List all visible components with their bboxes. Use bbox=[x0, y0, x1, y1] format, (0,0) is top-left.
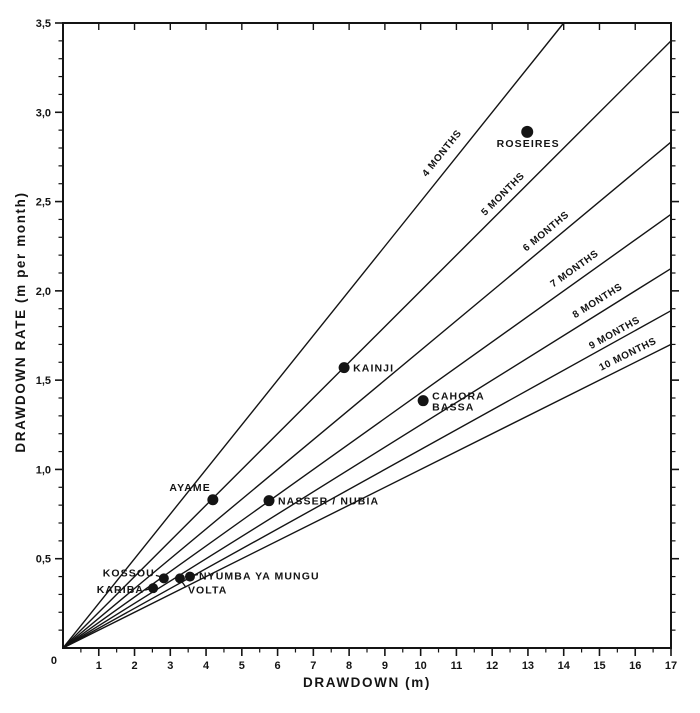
x-tick-label: 15 bbox=[593, 660, 605, 672]
y-tick-label: 0,5 bbox=[36, 554, 51, 566]
data-point-nasser-nubia bbox=[263, 495, 275, 507]
point-label-0-kossou: KOSSOU bbox=[103, 567, 155, 579]
x-tick-label: 4 bbox=[203, 660, 210, 672]
origin-tick-label: 0 bbox=[51, 655, 57, 667]
plot-frame bbox=[62, 22, 672, 649]
data-point-kariba bbox=[148, 583, 159, 594]
x-tick-label: 17 bbox=[665, 660, 677, 672]
x-tick-label: 11 bbox=[451, 660, 463, 672]
x-tick-label: 9 bbox=[382, 660, 388, 672]
point-label-0-kariba: KARIBA bbox=[97, 584, 144, 596]
point-label-0-nyumba-ya-mungu: NYUMBA YA MUNGU bbox=[199, 571, 320, 583]
data-point-ayame bbox=[207, 494, 219, 506]
y-tick-label: 1,0 bbox=[36, 464, 51, 476]
x-tick-label: 5 bbox=[239, 660, 245, 672]
x-tick-label: 3 bbox=[167, 660, 173, 672]
point-label-0-kainji: KAINJI bbox=[353, 363, 394, 375]
y-tick-label: 3,0 bbox=[36, 107, 51, 119]
y-tick-label: 2,5 bbox=[36, 197, 51, 209]
x-tick-label: 10 bbox=[415, 660, 427, 672]
y-tick-label: 1,5 bbox=[36, 375, 51, 387]
month-line-4 bbox=[62, 22, 565, 649]
month-line-6 bbox=[62, 141, 672, 649]
data-point-kossou bbox=[158, 573, 169, 584]
month-line-7 bbox=[62, 213, 672, 649]
month-line-5 bbox=[62, 40, 672, 649]
point-label-1-cahora-bassa: BASSA bbox=[432, 402, 474, 414]
x-tick-label: 12 bbox=[486, 660, 498, 672]
month-line-10 bbox=[62, 343, 672, 649]
plot-layer: 1 2 3 4 5 6 7 8 9 10 11 12 13 14 15 16 170,51,01,52,02,5… bbox=[36, 18, 679, 672]
x-tick-label: 1 bbox=[96, 660, 102, 672]
x-tick-label: 6 bbox=[275, 660, 281, 672]
month-line-9 bbox=[62, 310, 672, 649]
x-tick-label: 13 bbox=[522, 660, 534, 672]
data-point-roseires bbox=[521, 125, 534, 138]
point-label-0-roseires: ROSEIRES bbox=[497, 138, 560, 150]
point-label-0-nasser-nubia: NASSER / NUBIA bbox=[278, 496, 379, 508]
data-point-kainji bbox=[338, 362, 350, 374]
x-axis-title: DRAWDOWN (m) bbox=[303, 675, 431, 690]
data-point-volta bbox=[174, 573, 185, 584]
point-label-0-ayame: AYAME bbox=[169, 482, 211, 494]
month-line-label-4: 4 MONTHS bbox=[420, 128, 464, 179]
x-tick-label: 2 bbox=[131, 660, 137, 672]
x-tick-label: 7 bbox=[310, 660, 316, 672]
month-line-label-5: 5 MONTHS bbox=[479, 171, 527, 219]
x-tick-label: 14 bbox=[558, 660, 571, 672]
y-tick-label: 3,5 bbox=[36, 18, 51, 30]
y-tick-label: 2,0 bbox=[36, 286, 51, 298]
y-axis-title: DRAWDOWN RATE (m per month) bbox=[13, 191, 28, 452]
x-tick-label: 16 bbox=[629, 660, 641, 672]
data-point-nyumba-ya-mungu bbox=[184, 571, 195, 582]
x-tick-label: 8 bbox=[346, 660, 352, 672]
point-label-0-cahora-bassa: CAHORA bbox=[432, 391, 485, 403]
point-label-0-volta: VOLTA bbox=[188, 584, 228, 596]
data-point-cahora-bassa bbox=[417, 395, 429, 407]
month-line-8 bbox=[62, 267, 672, 649]
